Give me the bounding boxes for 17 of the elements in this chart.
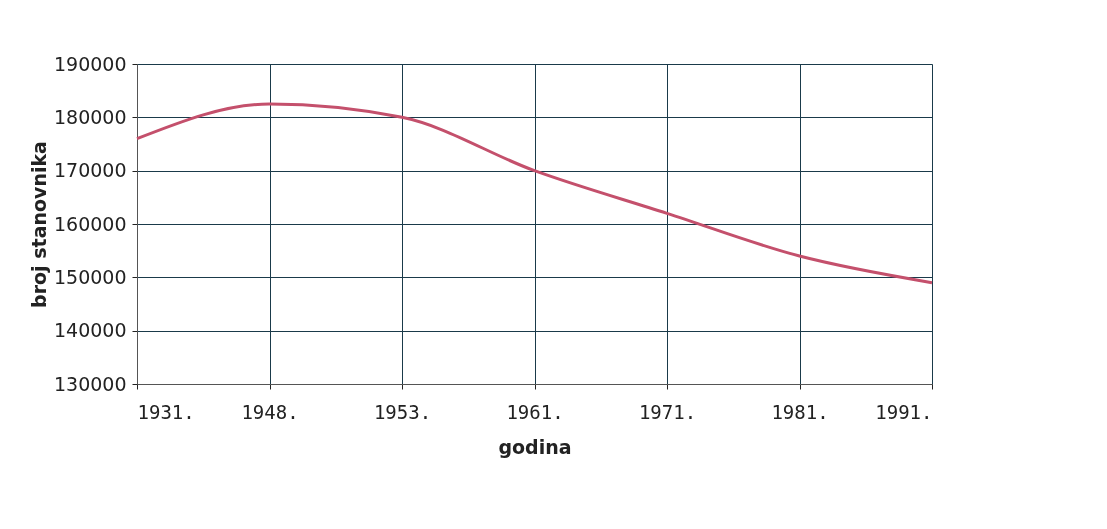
y-tick-label: 140000 (53, 319, 127, 342)
line-series (135, 102, 934, 285)
y-tick-label: 190000 (53, 52, 127, 75)
x-tick-label: 1948. (241, 400, 299, 423)
y-tick-label: 160000 (53, 212, 127, 235)
x-tick-label: 1931. (137, 400, 195, 423)
x-tick-label: 1961. (506, 400, 564, 423)
y-axis-title: broj stanovnika (27, 141, 50, 308)
y-tick-label: 130000 (53, 372, 127, 395)
y-tick-label: 170000 (53, 159, 127, 182)
x-tick-label: 1971. (638, 400, 697, 423)
x-tick-label: 1991. (875, 400, 933, 423)
x-tick-label: 1981. (771, 400, 829, 423)
y-tick-label: 180000 (53, 105, 127, 128)
x-tick-label: 1953. (373, 400, 432, 423)
y-tick-label: 150000 (53, 265, 127, 288)
x-axis-title: godina (498, 435, 572, 458)
